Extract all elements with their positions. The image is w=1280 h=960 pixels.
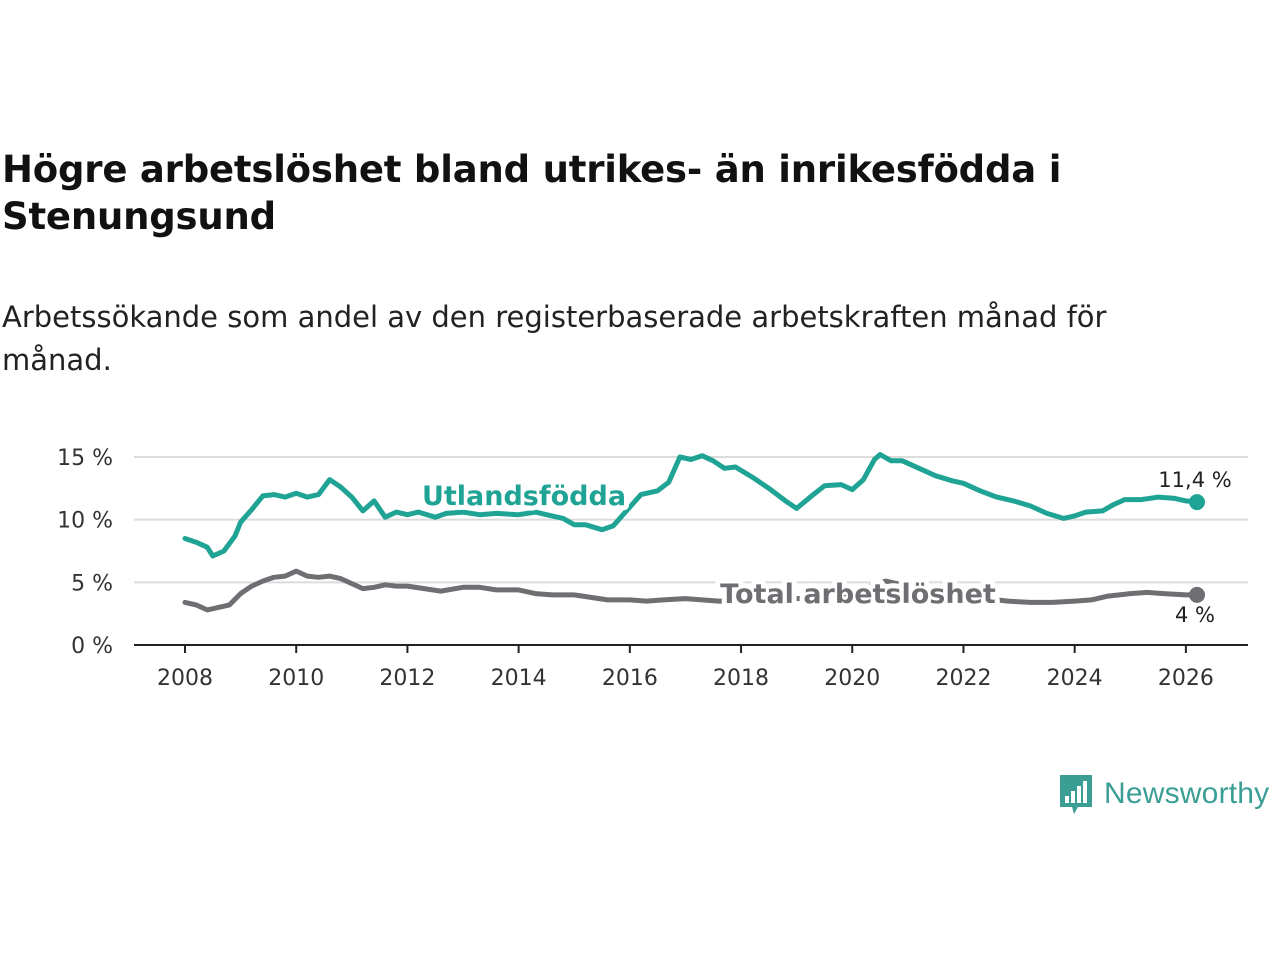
- x-tick-label: 2010: [268, 666, 324, 691]
- x-tick-label: 2022: [935, 666, 991, 691]
- end-value-label: 11,4 %: [1158, 468, 1231, 492]
- newsworthy-logo[interactable]: Newsworthy: [1058, 772, 1269, 816]
- y-tick-label: 15 %: [57, 446, 113, 471]
- series-name-halo: Total arbetslöshet: [720, 579, 996, 610]
- series-lines: [182, 452, 1205, 613]
- series-name-label: Total arbetslöshet: [720, 579, 996, 610]
- x-tick-label: 2024: [1047, 666, 1103, 691]
- series-end-dot: [1189, 494, 1205, 511]
- x-axis: 2008 2010 2012 2014 2016 2018 2020 2022 2024 2026: [134, 644, 1248, 691]
- series-end-dot: [1189, 586, 1205, 603]
- y-tick-label: 5 %: [71, 571, 113, 596]
- series-name-halo: Utlandsfödda: [422, 481, 626, 512]
- x-tick-label: 2014: [491, 666, 547, 691]
- x-tick-label: 2018: [713, 666, 769, 691]
- y-axis-ticks: 0 % 5 % 10 % 15 %: [57, 446, 113, 659]
- x-tick-label: 2012: [379, 666, 435, 691]
- logo-text: Newsworthy: [1104, 777, 1270, 810]
- chart-title: Högre arbetslöshet bland utrikes- än inr…: [2, 148, 1062, 238]
- x-tick-label: 2016: [602, 666, 658, 691]
- chart-subtitle: Arbetssökande som andel av den registerb…: [2, 300, 1107, 377]
- end-value-label: 4 %: [1175, 603, 1215, 627]
- newsworthy-bar-chart-icon: [1060, 775, 1092, 814]
- x-tick-label: 2026: [1158, 666, 1214, 691]
- y-tick-label: 0 %: [71, 634, 113, 659]
- series-line-total: [182, 568, 1200, 613]
- gridlines: [134, 456, 1248, 584]
- series-line-utlandsfodda: [182, 452, 1200, 559]
- series-name-label: Utlandsfödda: [422, 481, 626, 512]
- y-tick-label: 10 %: [57, 509, 113, 534]
- line-chart: 0 %5 %10 %15 % 2008 2010 2012 2014 2016 2018 2…: [57, 446, 1248, 691]
- x-tick-label: 2008: [157, 666, 213, 691]
- x-tick-label: 2020: [824, 666, 880, 691]
